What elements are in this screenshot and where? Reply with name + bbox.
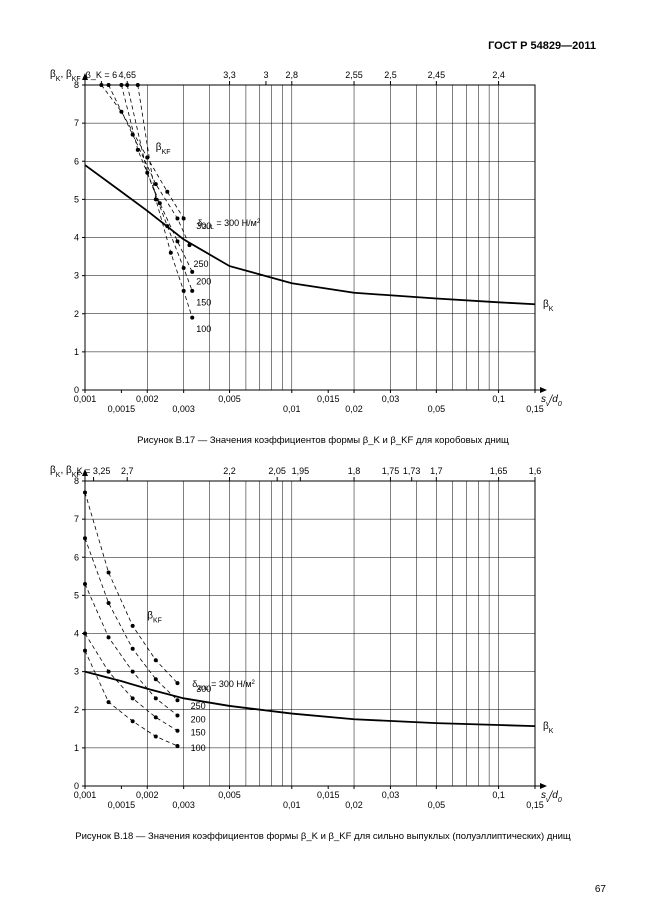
svg-text:6: 6 xyxy=(74,552,79,562)
svg-text:2,55: 2,55 xyxy=(345,70,363,80)
svg-text:βKF: βKF xyxy=(156,142,171,156)
svg-text:1,8: 1,8 xyxy=(348,466,361,476)
svg-text:3,3: 3,3 xyxy=(223,70,236,80)
svg-text:150: 150 xyxy=(191,728,206,738)
svg-text:5: 5 xyxy=(74,194,79,204)
svg-text:2,2: 2,2 xyxy=(223,466,236,476)
svg-text:sv/d0: sv/d0 xyxy=(541,394,562,408)
svg-text:2: 2 xyxy=(74,705,79,715)
svg-text:4,65: 4,65 xyxy=(118,70,136,80)
svg-text:4: 4 xyxy=(74,233,79,243)
svg-text:β_K = 6: β_K = 6 xyxy=(86,70,117,80)
svg-text:0,15: 0,15 xyxy=(526,800,544,810)
svg-text:βK: βK xyxy=(543,299,554,313)
svg-text:K = 3,25: K = 3,25 xyxy=(77,466,111,476)
svg-text:100: 100 xyxy=(196,324,211,334)
svg-text:1,73: 1,73 xyxy=(403,466,421,476)
svg-text:250: 250 xyxy=(193,259,208,269)
svg-text:0,0015: 0,0015 xyxy=(108,404,136,414)
svg-text:δZUL = 300 Н/м2: δZUL = 300 Н/м2 xyxy=(198,218,261,231)
svg-text:0,15: 0,15 xyxy=(526,404,544,414)
svg-text:2,5: 2,5 xyxy=(384,70,397,80)
svg-text:4: 4 xyxy=(74,629,79,639)
svg-text:200: 200 xyxy=(196,276,211,286)
document-header: ГОСТ Р 54829—2011 xyxy=(30,40,616,52)
svg-text:0,002: 0,002 xyxy=(136,394,159,404)
svg-text:0,005: 0,005 xyxy=(218,394,241,404)
svg-text:0,05: 0,05 xyxy=(428,404,446,414)
caption-b18: Рисунок В.18 — Значения коэффициентов фо… xyxy=(30,831,616,842)
svg-text:2,05: 2,05 xyxy=(268,466,286,476)
svg-text:100: 100 xyxy=(191,743,206,753)
svg-text:βKF: βKF xyxy=(147,610,162,624)
svg-text:0,001: 0,001 xyxy=(74,394,97,404)
svg-text:βK, βKF: βK, βKF xyxy=(50,69,81,83)
svg-text:1,75: 1,75 xyxy=(382,466,400,476)
svg-text:0,005: 0,005 xyxy=(218,790,241,800)
svg-text:0,001: 0,001 xyxy=(74,790,97,800)
svg-text:0,03: 0,03 xyxy=(382,790,400,800)
svg-text:2,45: 2,45 xyxy=(428,70,446,80)
svg-text:0,015: 0,015 xyxy=(317,790,340,800)
svg-text:150: 150 xyxy=(196,297,211,307)
page-number: 67 xyxy=(595,884,606,895)
svg-text:0,05: 0,05 xyxy=(428,800,446,810)
svg-text:0,01: 0,01 xyxy=(283,404,301,414)
svg-text:200: 200 xyxy=(191,714,206,724)
svg-text:0,003: 0,003 xyxy=(172,800,195,810)
svg-text:βK: βK xyxy=(543,721,554,735)
svg-text:0,01: 0,01 xyxy=(283,800,301,810)
svg-text:0,02: 0,02 xyxy=(345,404,363,414)
svg-text:2,7: 2,7 xyxy=(121,466,134,476)
svg-text:2: 2 xyxy=(74,309,79,319)
svg-text:0,003: 0,003 xyxy=(172,404,195,414)
chart-b17: 0123456780,0010,00150,0020,0030,0050,010… xyxy=(30,60,616,446)
svg-text:0,1: 0,1 xyxy=(492,394,505,404)
svg-text:2,8: 2,8 xyxy=(286,70,299,80)
svg-text:1,7: 1,7 xyxy=(430,466,443,476)
svg-text:0,015: 0,015 xyxy=(317,394,340,404)
svg-text:7: 7 xyxy=(74,514,79,524)
svg-text:1,65: 1,65 xyxy=(490,466,508,476)
svg-text:0,02: 0,02 xyxy=(345,800,363,810)
svg-text:3: 3 xyxy=(74,667,79,677)
svg-text:7: 7 xyxy=(74,118,79,128)
svg-text:1: 1 xyxy=(74,743,79,753)
svg-text:5: 5 xyxy=(74,590,79,600)
svg-text:2,4: 2,4 xyxy=(492,70,505,80)
svg-text:sv/d0: sv/d0 xyxy=(541,790,562,804)
caption-b17: Рисунок В.17 — Значения коэффициентов фо… xyxy=(30,435,616,446)
svg-text:0,002: 0,002 xyxy=(136,790,159,800)
svg-text:0,0015: 0,0015 xyxy=(108,800,136,810)
chart-b18: 0123456780,0010,00150,0020,0030,0050,010… xyxy=(30,456,616,842)
svg-text:0,1: 0,1 xyxy=(492,790,505,800)
svg-text:250: 250 xyxy=(191,701,206,711)
svg-text:6: 6 xyxy=(74,156,79,166)
svg-text:1,6: 1,6 xyxy=(529,466,542,476)
svg-text:0,03: 0,03 xyxy=(382,394,400,404)
svg-text:3: 3 xyxy=(263,70,268,80)
svg-text:1,95: 1,95 xyxy=(292,466,310,476)
svg-text:3: 3 xyxy=(74,271,79,281)
svg-text:1: 1 xyxy=(74,347,79,357)
